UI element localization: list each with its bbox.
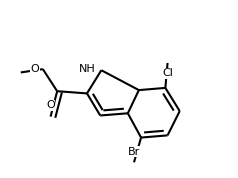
Text: NH: NH xyxy=(79,64,96,74)
Text: O: O xyxy=(46,100,55,110)
Text: Cl: Cl xyxy=(162,69,173,78)
Text: Br: Br xyxy=(128,147,140,157)
Text: O: O xyxy=(31,64,40,74)
